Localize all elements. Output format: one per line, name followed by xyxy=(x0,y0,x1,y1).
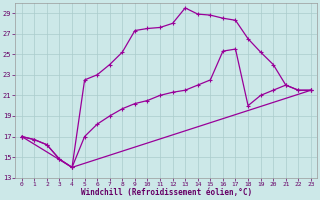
X-axis label: Windchill (Refroidissement éolien,°C): Windchill (Refroidissement éolien,°C) xyxy=(81,188,252,197)
